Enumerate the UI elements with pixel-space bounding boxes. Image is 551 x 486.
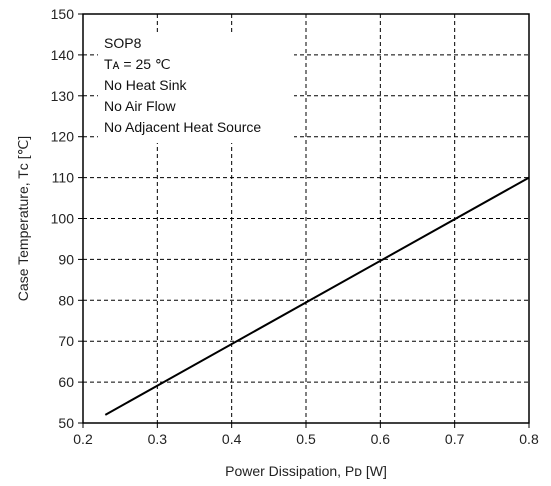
y-tick-label: 70 — [58, 333, 74, 349]
annotation-ambient: Tᴀ = 25 ℃ — [104, 56, 171, 72]
annotation-background — [98, 33, 294, 143]
y-tick-label: 100 — [51, 211, 75, 227]
annotation-box: SOP8 Tᴀ = 25 ℃ No Heat Sink No Air Flow … — [98, 33, 294, 143]
x-tick-label: 0.6 — [371, 431, 391, 447]
y-axis-label: Case Temperature, Tᴄ [℃] — [15, 136, 31, 301]
axis-ticks: 0.2 0.3 0.4 0.5 0.6 0.7 0.8 50 60 70 80 90 100 110 120… — [51, 6, 539, 447]
series-group — [104, 176, 530, 416]
annotation-heatsink: No Heat Sink — [104, 77, 187, 93]
y-tick-label: 140 — [51, 47, 75, 63]
series-line — [104, 176, 530, 416]
y-tick-label: 90 — [58, 251, 74, 267]
y-tick-label: 120 — [51, 129, 75, 145]
x-tick-label: 0.8 — [519, 431, 539, 447]
x-tick-label: 0.4 — [222, 431, 242, 447]
x-tick-label: 0.5 — [296, 431, 316, 447]
annotation-package: SOP8 — [104, 35, 142, 51]
y-tick-label: 80 — [58, 292, 74, 308]
x-tick-label: 0.3 — [148, 431, 168, 447]
x-axis-label: Power Dissipation, Pᴅ [W] — [225, 463, 387, 479]
y-tick-label: 130 — [51, 88, 75, 104]
annotation-airflow: No Air Flow — [104, 98, 176, 114]
x-tick-label: 0.2 — [73, 431, 93, 447]
annotation-adjacent: No Adjacent Heat Source — [104, 119, 261, 135]
x-tick-label: 0.7 — [445, 431, 465, 447]
y-tick-label: 50 — [58, 415, 74, 431]
y-tick-label: 150 — [51, 6, 75, 22]
y-tick-label: 60 — [58, 374, 74, 390]
y-tick-label: 110 — [52, 170, 75, 186]
